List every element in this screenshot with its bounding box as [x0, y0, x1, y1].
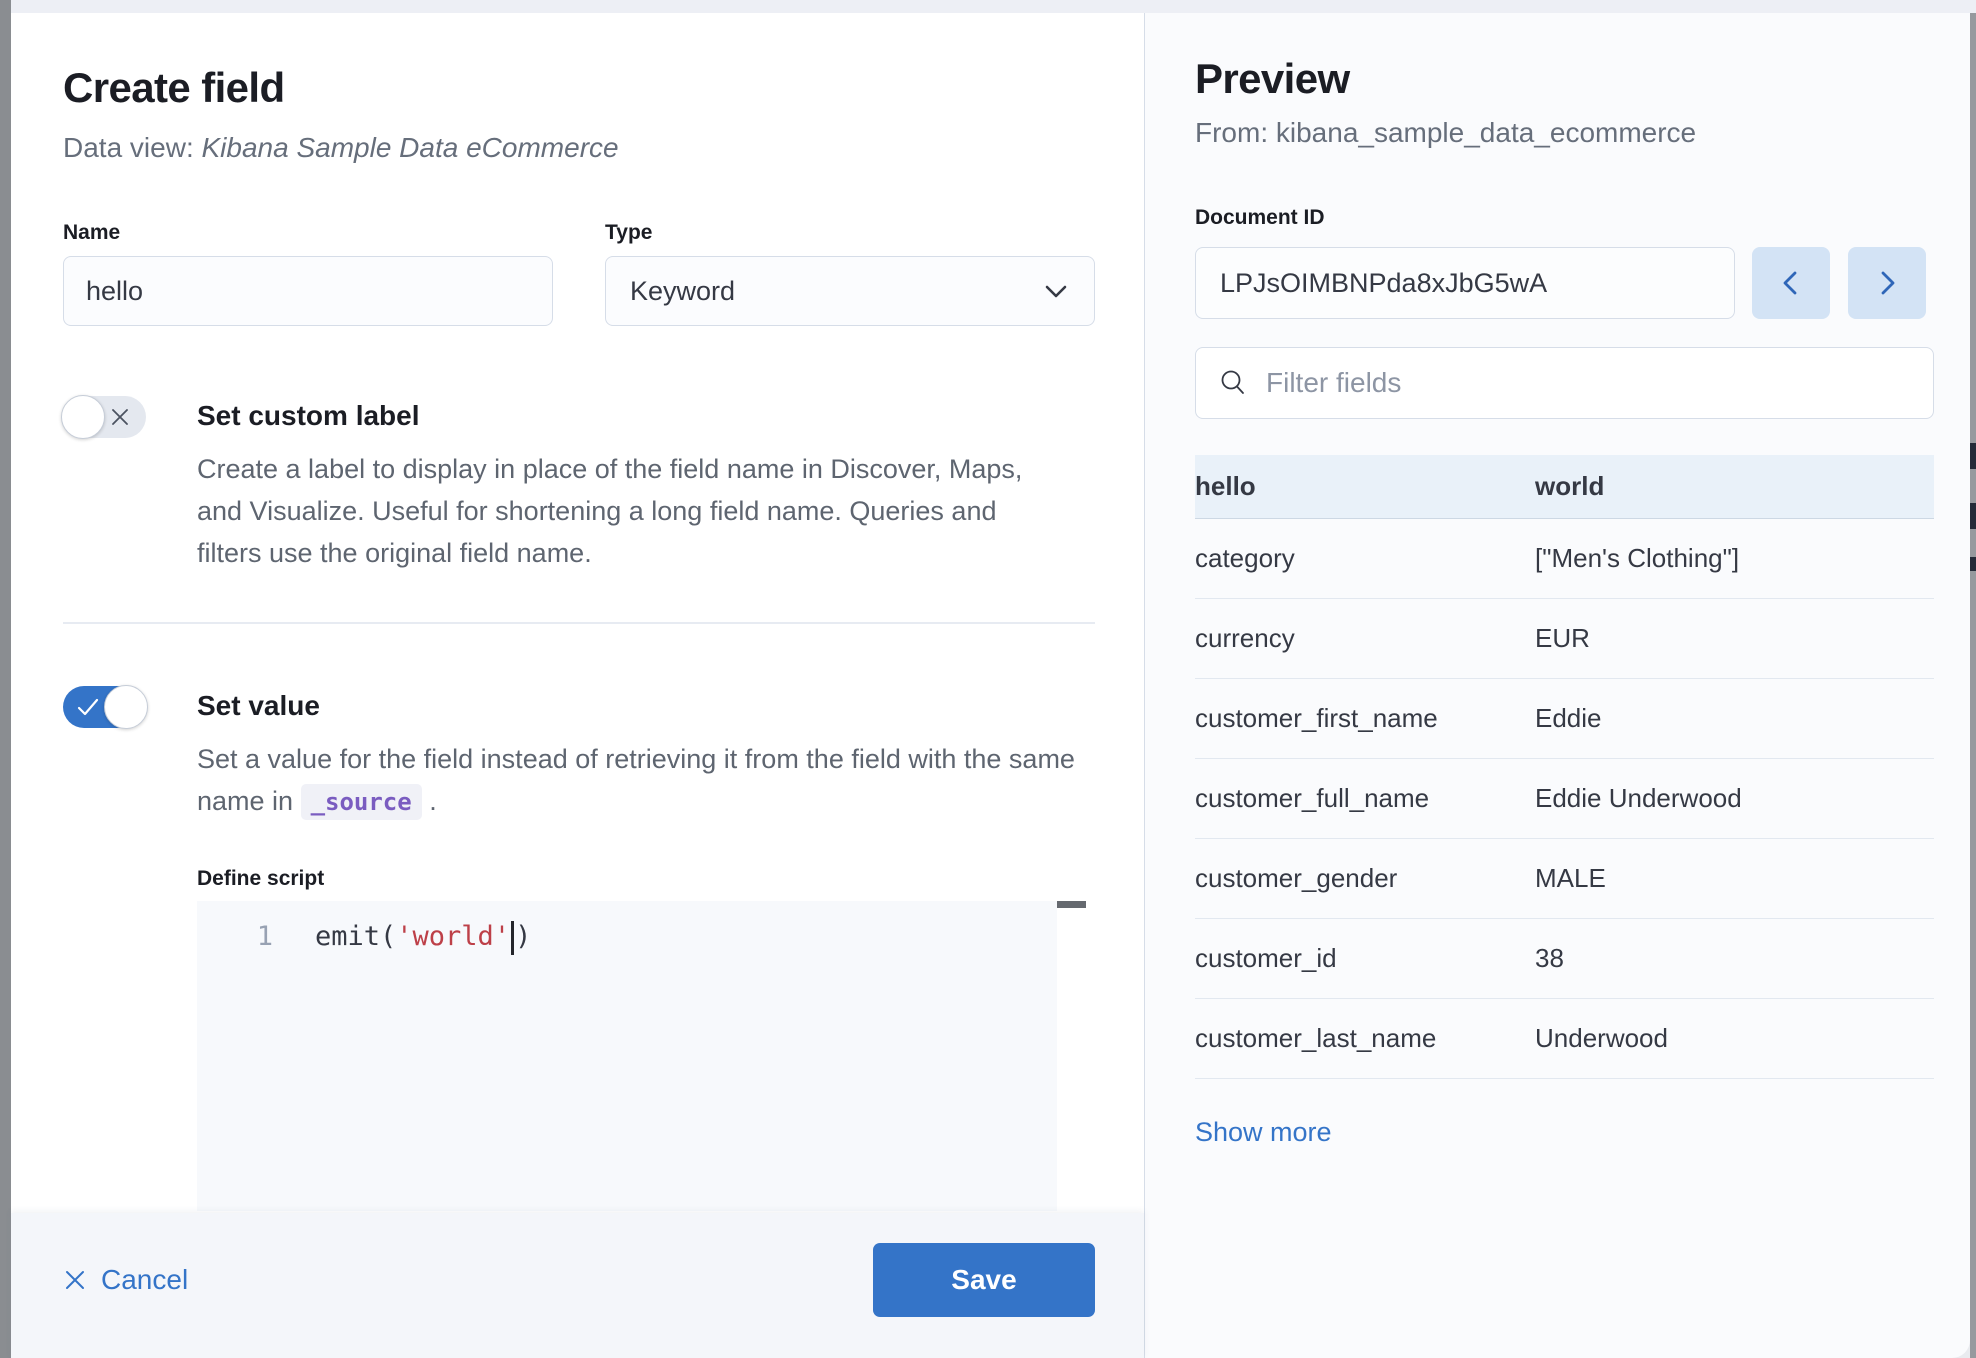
- show-more-link[interactable]: Show more: [1195, 1117, 1332, 1147]
- editor-scrollbar-thumb[interactable]: [1057, 901, 1086, 908]
- filter-fields-input[interactable]: [1266, 367, 1911, 399]
- define-script-label: Define script: [197, 867, 325, 890]
- preview-panel: Preview From: kibana_sample_data_ecommer…: [1145, 13, 1970, 1358]
- type-select[interactable]: Keyword: [605, 256, 1095, 326]
- document-id-input[interactable]: [1195, 247, 1735, 319]
- type-select-value: Keyword: [630, 275, 736, 306]
- search-icon: [1221, 370, 1244, 394]
- close-icon: [66, 1270, 84, 1289]
- page-title: Create field: [63, 64, 285, 111]
- table-row: currency EUR: [1195, 599, 1934, 679]
- set-value-description: Set a value for the field instead of ret…: [197, 738, 1095, 823]
- table-header-value: world: [1535, 471, 1605, 501]
- code-string-token: 'world': [396, 921, 511, 952]
- name-type-row: Name Type Keyword: [63, 220, 1095, 326]
- source-code-badge: _source: [300, 784, 422, 820]
- table-header-key: hello: [1195, 471, 1256, 501]
- window-right-edge: [1970, 13, 1976, 1358]
- document-id-label: Document ID: [1195, 206, 1325, 229]
- type-label: Type: [605, 221, 653, 244]
- window-left-edge: [0, 0, 11, 1358]
- set-value-description-end: .: [421, 786, 437, 816]
- table-row: customer_last_name Underwood: [1195, 999, 1934, 1079]
- code-token: emit(: [315, 921, 397, 952]
- field-value: EUR: [1535, 623, 1590, 653]
- table-row: customer_first_name Eddie: [1195, 679, 1934, 759]
- script-editor[interactable]: 1 emit('world'): [197, 901, 1086, 1211]
- create-field-form-panel: Create field Data view: Kibana Sample Da…: [11, 13, 1145, 1358]
- field-name: customer_id: [1195, 943, 1337, 973]
- save-button[interactable]: Save: [873, 1242, 1095, 1317]
- check-icon: [77, 698, 99, 716]
- chevron-right-icon: [1881, 271, 1895, 295]
- set-value-section: Set value Set a value for the field inst…: [63, 685, 1095, 1211]
- filter-fields-box: [1195, 347, 1934, 419]
- set-value-description-start: Set a value for the field instead of ret…: [197, 744, 1075, 816]
- section-divider: [63, 622, 1095, 624]
- data-view-subtitle: Data view: Kibana Sample Data eCommerce: [63, 130, 1095, 166]
- x-icon: [112, 409, 128, 425]
- flyout-footer: Cancel Save: [11, 1213, 1144, 1358]
- cancel-label: Cancel: [101, 1263, 189, 1295]
- field-name: currency: [1195, 623, 1295, 653]
- name-input[interactable]: [63, 256, 553, 326]
- script-line-1: 1 emit('world'): [197, 901, 1086, 957]
- set-value-toggle[interactable]: [63, 685, 148, 729]
- table-row: customer_id 38: [1195, 919, 1934, 999]
- field-value: MALE: [1535, 863, 1606, 893]
- document-id-row: [1195, 247, 1934, 319]
- set-value-text: Set value Set a value for the field inst…: [197, 686, 1095, 1211]
- field-name: category: [1195, 543, 1295, 573]
- next-document-button[interactable]: [1848, 247, 1926, 319]
- field-name: customer_gender: [1195, 863, 1398, 893]
- set-value-title: Set value: [197, 690, 320, 721]
- table-row: customer_full_name Eddie Underwood: [1195, 759, 1934, 839]
- chevron-down-icon: [1045, 285, 1067, 298]
- script-code: emit('world'): [315, 917, 531, 957]
- custom-label-title: Set custom label: [197, 400, 420, 431]
- type-field-group: Type Keyword: [605, 220, 1095, 326]
- field-name: customer_last_name: [1195, 1023, 1437, 1053]
- field-name: customer_first_name: [1195, 703, 1438, 733]
- field-value: ["Men's Clothing"]: [1535, 543, 1740, 573]
- name-field-group: Name: [63, 220, 553, 326]
- table-row: customer_gender MALE: [1195, 839, 1934, 919]
- editor-scrollbar[interactable]: [1057, 901, 1086, 1211]
- chevron-left-icon: [1783, 271, 1797, 295]
- table-row: category ["Men's Clothing"]: [1195, 519, 1934, 599]
- custom-label-description: Create a label to display in place of th…: [197, 454, 1023, 568]
- create-field-flyout: Create field Data view: Kibana Sample Da…: [11, 13, 1970, 1358]
- toggle-knob: [104, 685, 148, 729]
- previous-document-button[interactable]: [1752, 247, 1830, 319]
- custom-label-toggle[interactable]: [61, 395, 146, 439]
- name-label: Name: [63, 221, 121, 244]
- preview-from-line: From: kibana_sample_data_ecommerce: [1195, 117, 1697, 148]
- field-value: 38: [1535, 943, 1564, 973]
- custom-label-section: Set custom label Create a label to displ…: [61, 395, 1095, 574]
- code-token: ): [515, 921, 532, 952]
- text-cursor: [511, 920, 515, 955]
- line-number: 1: [256, 921, 273, 952]
- preview-title: Preview: [1195, 55, 1350, 102]
- data-view-label: Data view:: [63, 132, 202, 163]
- preview-table: hello world category ["Men's Clothing"] …: [1195, 455, 1934, 1079]
- data-view-name: Kibana Sample Data eCommerce: [201, 132, 619, 163]
- window-top-edge: [11, 0, 1976, 13]
- field-name: customer_full_name: [1195, 783, 1430, 813]
- table-header-row: hello world: [1195, 455, 1934, 519]
- cancel-button[interactable]: Cancel: [63, 1264, 188, 1296]
- field-value: Eddie Underwood: [1535, 783, 1742, 813]
- field-value: Underwood: [1535, 1023, 1668, 1053]
- toggle-knob: [61, 395, 105, 439]
- field-value: Eddie: [1535, 703, 1602, 733]
- custom-label-text: Set custom label Create a label to displ…: [197, 396, 1095, 574]
